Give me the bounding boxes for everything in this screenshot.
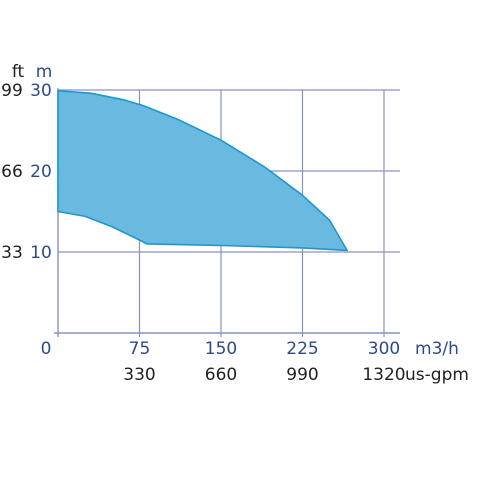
x-tick-label-usgpm: 330 (123, 365, 155, 385)
plot-area (57, 90, 348, 252)
x-unit-m3h: m3/h (415, 339, 459, 359)
x-tick-label-m3h: 300 (368, 339, 400, 359)
x-tick-label-m3h: 0 (41, 339, 52, 359)
y-tick-label-ft: 66 (1, 162, 23, 182)
y-unit-ft: ft (12, 62, 25, 82)
x-tick-label-m3h: 225 (286, 339, 318, 359)
y-tick-label-ft: 33 (1, 243, 23, 263)
operating-range-area (57, 90, 348, 252)
y-tick-label-ft: 99 (1, 81, 23, 101)
y-tick-label-m: 20 (30, 162, 52, 182)
x-tick-label-usgpm: 660 (205, 365, 237, 385)
y-tick-label-m: 30 (30, 81, 52, 101)
x-tick-label-usgpm: 990 (286, 365, 318, 385)
y-unit-m: m (36, 62, 53, 82)
x-tick-label-m3h: 75 (129, 339, 151, 359)
y-tick-label-m: 10 (30, 243, 52, 263)
x-tick-label-usgpm: 1320 (362, 365, 405, 385)
labels: 10 33 20 66 30 99 mft 0 75 150 225 300 m3/h 330 660 990… (1, 62, 469, 385)
x-tick-label-m3h: 150 (205, 339, 237, 359)
x-unit-usgpm: us-gpm (405, 365, 469, 385)
